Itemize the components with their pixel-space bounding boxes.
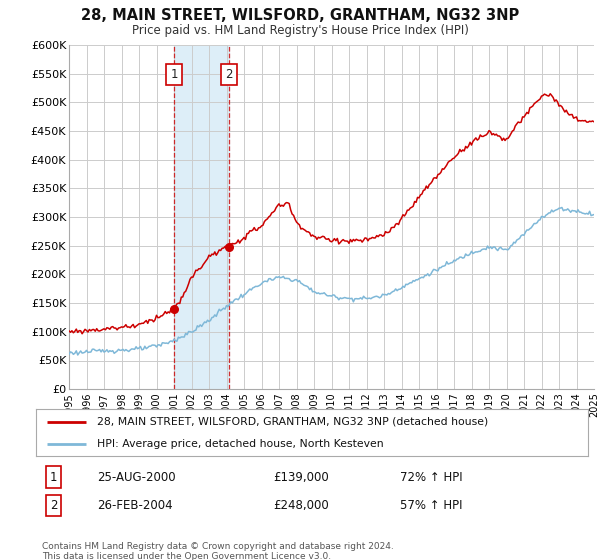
Text: 26-FEB-2004: 26-FEB-2004 [97,500,172,512]
Text: £139,000: £139,000 [274,470,329,484]
Text: 28, MAIN STREET, WILSFORD, GRANTHAM, NG32 3NP (detached house): 28, MAIN STREET, WILSFORD, GRANTHAM, NG3… [97,417,488,427]
Text: £248,000: £248,000 [274,500,329,512]
Bar [174,45,229,389]
Text: 1: 1 [170,68,178,81]
Text: 57% ↑ HPI: 57% ↑ HPI [400,500,463,512]
Text: HPI: Average price, detached house, North Kesteven: HPI: Average price, detached house, Nort… [97,438,383,449]
Text: 2: 2 [50,500,58,512]
Text: 72% ↑ HPI: 72% ↑ HPI [400,470,463,484]
Text: 1: 1 [50,470,58,484]
Text: 28, MAIN STREET, WILSFORD, GRANTHAM, NG32 3NP: 28, MAIN STREET, WILSFORD, GRANTHAM, NG3… [81,8,519,24]
Text: 2: 2 [226,68,233,81]
Text: 25-AUG-2000: 25-AUG-2000 [97,470,175,484]
Text: Contains HM Land Registry data © Crown copyright and database right 2024.
This d: Contains HM Land Registry data © Crown c… [42,542,394,560]
Text: Price paid vs. HM Land Registry's House Price Index (HPI): Price paid vs. HM Land Registry's House … [131,24,469,36]
